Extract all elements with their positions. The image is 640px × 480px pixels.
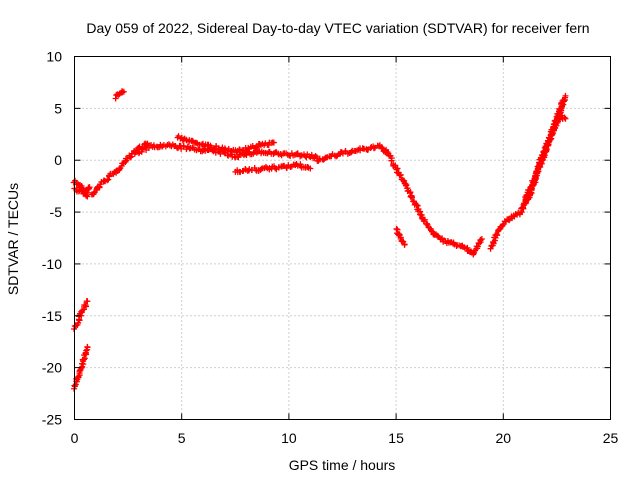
y-tick-label: 0 [54,152,62,168]
data-point [403,182,410,189]
data-point [138,148,145,155]
y-tick-label: -20 [42,360,62,376]
data-point [283,165,290,172]
data-point [408,194,415,201]
data-point [562,115,569,122]
data-point [560,97,567,104]
data-point [86,184,93,191]
x-tick-label: 5 [178,430,186,446]
series-pass-l [393,225,408,248]
x-tick-label: 15 [388,430,404,446]
data-layer [70,88,569,392]
data-point [407,193,414,200]
data-point [270,139,277,146]
data-point [84,298,91,305]
chart-title: Day 059 of 2022, Sidereal Day-to-day VTE… [86,20,589,36]
data-point [477,236,484,243]
data-point [493,231,500,238]
series-pass-o [522,112,569,205]
series-pass-i [232,161,314,176]
data-point [84,193,91,200]
data-point [561,114,568,121]
series-pass-g [131,141,320,162]
data-point [120,88,127,95]
series-pass-h [174,133,277,156]
series-pass-k [388,157,485,258]
data-point [470,250,477,257]
data-point [104,177,111,184]
data-point [478,236,485,243]
y-tick-label: 10 [46,49,62,65]
data-point [253,144,260,151]
data-point [312,152,319,159]
data-point [428,227,435,234]
data-point [519,204,526,211]
grid-layer [74,56,611,420]
x-axis-label: GPS time / hours [289,457,396,473]
data-point [474,243,481,250]
series-pass-b [71,185,91,200]
y-tick-label: -15 [42,308,62,324]
data-point [307,165,314,172]
x-tick-label: 10 [281,430,297,446]
data-point [84,343,91,350]
series-pass-e [71,298,91,333]
data-point [127,154,134,161]
axis-layer: 0 5 10 15 20 25 -25 -20 -15 -10 -5 0 5 10 [42,49,619,447]
data-point [421,216,428,223]
series-pass-d [112,88,127,102]
x-tick-label: 20 [496,430,512,446]
y-axis-label: SDTVAR / TECUs [5,183,21,295]
data-point [83,192,90,199]
y-tick-label: -10 [42,256,62,272]
series-pass-a [70,177,93,196]
data-point [82,302,89,309]
data-point [559,102,566,109]
x-tick-label: 0 [71,430,79,446]
y-tick-label: -5 [50,204,63,220]
series-pass-c [88,140,151,198]
x-tick-label: 25 [603,430,619,446]
data-point [105,176,112,183]
data-point [388,157,395,164]
data-point [401,241,408,248]
data-point [523,192,530,199]
series-pass-j [314,142,395,164]
y-tick-label: -25 [42,412,62,428]
plot-frame [74,56,611,420]
data-point [491,237,498,244]
y-tick-label: 5 [54,100,62,116]
data-point [562,92,569,99]
data-point [397,172,404,179]
data-point [396,231,403,238]
data-point [83,347,90,354]
series-pass-f [71,343,91,392]
